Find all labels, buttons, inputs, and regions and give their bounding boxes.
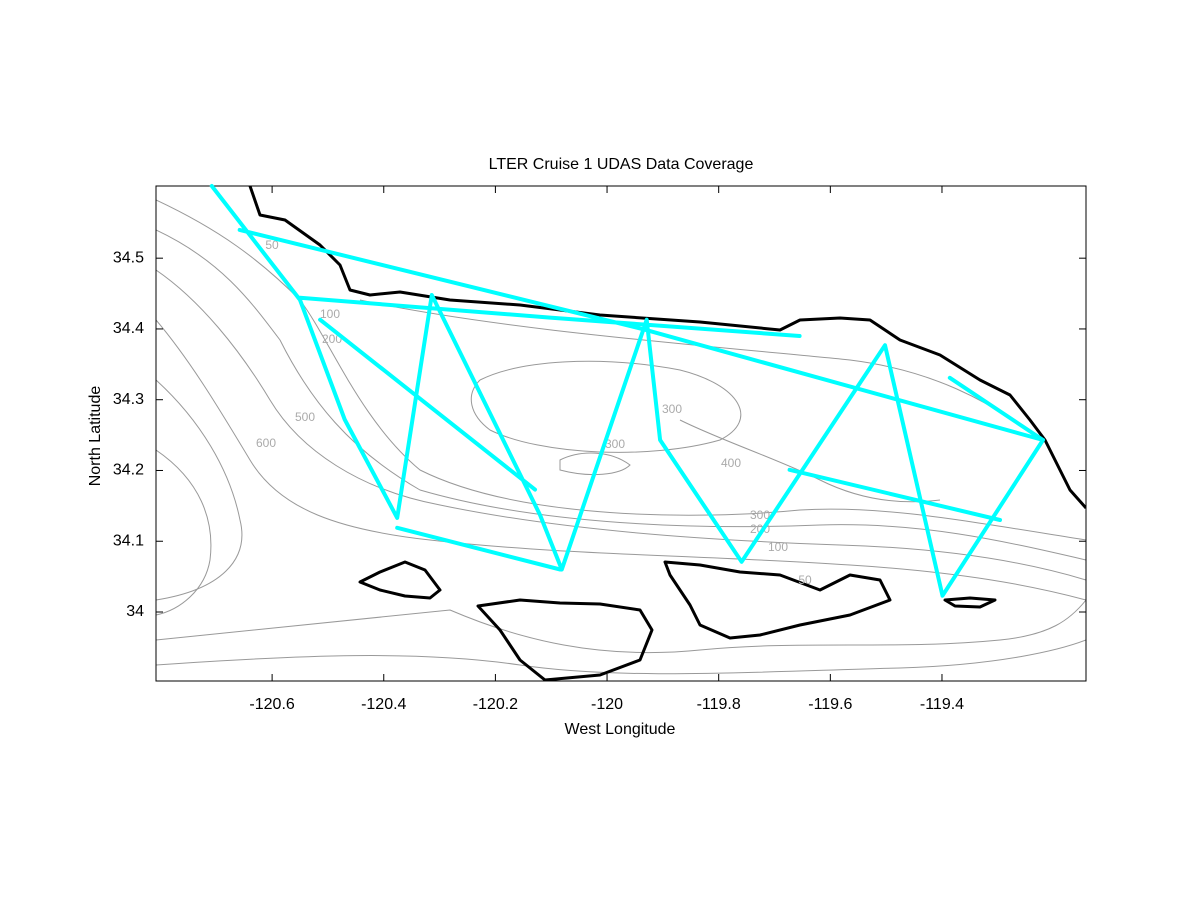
depth-contour: [156, 229, 1086, 561]
contour-label: 100: [320, 307, 340, 321]
depth-contour: [559, 452, 631, 475]
depth-contour: [156, 199, 1086, 541]
contour-label: 50: [798, 573, 812, 587]
contour-label: 300: [750, 508, 770, 522]
contour-label: 50: [265, 238, 279, 252]
y-tick-label: 34.2: [113, 462, 144, 479]
depth-contour: [470, 360, 742, 453]
island: [663, 560, 892, 640]
y-tick-label: 34: [126, 603, 144, 620]
x-axis-label: West Longitude: [565, 721, 676, 738]
depth-contour: [156, 269, 1086, 581]
y-tick-label: 34.5: [113, 249, 144, 266]
x-tick-label: -119.8: [697, 696, 741, 713]
chart-title: LTER Cruise 1 UDAS Data Coverage: [489, 156, 754, 173]
coastline: [248, 186, 1086, 509]
y-tick-label: 34.1: [113, 532, 144, 549]
depth-contour: [156, 379, 243, 601]
x-tick-label: -120.6: [249, 696, 294, 713]
x-tick-label: -119.4: [920, 696, 964, 713]
depth-contour: [156, 449, 212, 616]
contour-label: 500: [295, 410, 315, 424]
plot-frame: [155, 185, 1087, 682]
ship-track: [209, 184, 1045, 598]
contour-label: 100: [768, 540, 788, 554]
y-tick-label: 34.3: [113, 391, 144, 408]
contour-label: 600: [256, 436, 276, 450]
map-layer: [156, 186, 1086, 681]
depth-contour: [156, 599, 1086, 654]
x-tick-label: -120: [591, 696, 623, 713]
y-axis-label: North Latitude: [87, 386, 104, 487]
contour-label: 300: [605, 437, 625, 451]
y-tick-label: 34.4: [113, 320, 144, 337]
depth-contour: [359, 299, 1041, 441]
island: [943, 596, 997, 609]
contour-label: 400: [721, 456, 741, 470]
x-tick-label: -119.6: [808, 696, 852, 713]
contour-label: 300: [662, 402, 682, 416]
depth-contour: [679, 419, 941, 503]
x-tick-label: -120.2: [473, 696, 518, 713]
island: [476, 598, 654, 681]
depth-contour: [156, 639, 1086, 675]
x-tick-label: -120.4: [361, 696, 406, 713]
island: [358, 560, 442, 600]
